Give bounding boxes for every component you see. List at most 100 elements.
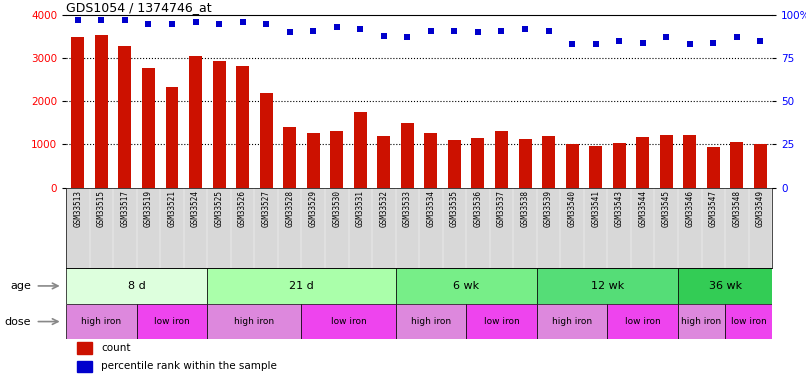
Point — [377, 33, 390, 39]
Text: GSM33513: GSM33513 — [73, 190, 82, 227]
Bar — [613, 143, 625, 188]
Point — [660, 34, 673, 40]
Text: GSM33526: GSM33526 — [238, 190, 247, 227]
Text: low iron: low iron — [330, 317, 367, 326]
Bar — [77, 361, 92, 372]
Bar — [330, 132, 343, 188]
Text: GSM33540: GSM33540 — [567, 190, 576, 227]
Text: low iron: low iron — [731, 317, 767, 326]
Bar — [725, 304, 772, 339]
Bar — [66, 268, 207, 304]
Text: age: age — [10, 281, 31, 291]
Text: GSM33546: GSM33546 — [685, 190, 694, 227]
Bar — [396, 304, 466, 339]
Text: GSM33541: GSM33541 — [591, 190, 600, 227]
Bar — [608, 304, 678, 339]
Point — [754, 38, 767, 44]
Text: GSM33547: GSM33547 — [708, 190, 718, 227]
Bar — [213, 61, 226, 188]
Text: 21 d: 21 d — [289, 281, 314, 291]
Bar — [537, 268, 678, 304]
Point — [401, 34, 413, 40]
Point — [354, 26, 367, 32]
Bar — [396, 268, 537, 304]
Bar — [754, 144, 767, 188]
Text: GSM33549: GSM33549 — [756, 190, 765, 227]
Text: 8 d: 8 d — [128, 281, 146, 291]
Text: GSM33532: GSM33532 — [380, 190, 388, 227]
Bar — [189, 56, 202, 188]
Text: GSM33524: GSM33524 — [191, 190, 200, 227]
Point — [495, 27, 508, 33]
Bar — [683, 135, 696, 188]
Point — [730, 34, 743, 40]
Point — [236, 19, 249, 25]
Text: GSM33538: GSM33538 — [521, 190, 530, 227]
Point — [518, 26, 531, 32]
Bar — [95, 35, 108, 188]
Bar — [707, 147, 720, 188]
Point — [72, 17, 85, 23]
Text: 36 wk: 36 wk — [708, 281, 742, 291]
Point — [330, 24, 343, 30]
Text: GSM33544: GSM33544 — [638, 190, 647, 227]
Text: 6 wk: 6 wk — [453, 281, 480, 291]
Text: GSM33519: GSM33519 — [144, 190, 153, 227]
Bar — [589, 146, 602, 188]
Point — [707, 40, 720, 46]
Text: high iron: high iron — [552, 317, 592, 326]
Text: GSM33527: GSM33527 — [262, 190, 271, 227]
Text: GSM33534: GSM33534 — [426, 190, 435, 227]
Text: GSM33515: GSM33515 — [97, 190, 106, 227]
Bar — [678, 304, 725, 339]
Text: count: count — [102, 343, 131, 353]
Text: GSM33528: GSM33528 — [285, 190, 294, 227]
Point — [118, 17, 131, 23]
Bar — [472, 138, 484, 188]
Point — [307, 27, 320, 33]
Bar — [236, 66, 249, 188]
Bar — [542, 136, 555, 188]
Bar — [260, 93, 272, 188]
Text: GSM33529: GSM33529 — [309, 190, 318, 227]
Bar — [165, 87, 178, 188]
Bar — [425, 133, 438, 188]
Point — [95, 17, 108, 23]
Text: GSM33543: GSM33543 — [615, 190, 624, 227]
Bar — [636, 137, 649, 188]
Bar — [77, 342, 92, 354]
Text: high iron: high iron — [411, 317, 451, 326]
Point — [636, 40, 649, 46]
Text: GSM33535: GSM33535 — [450, 190, 459, 227]
Bar — [678, 268, 772, 304]
Text: GSM33525: GSM33525 — [214, 190, 223, 227]
Point — [448, 27, 461, 33]
Bar — [660, 135, 673, 188]
Bar — [207, 268, 396, 304]
Bar — [401, 123, 413, 188]
Text: GSM33539: GSM33539 — [544, 190, 553, 227]
Text: GSM33548: GSM33548 — [733, 190, 742, 227]
Bar — [301, 304, 396, 339]
Text: high iron: high iron — [81, 317, 122, 326]
Point — [142, 21, 155, 27]
Text: dose: dose — [4, 316, 31, 327]
Bar — [518, 139, 531, 188]
Point — [283, 29, 296, 35]
Point — [613, 38, 625, 44]
Point — [683, 41, 696, 47]
Text: GSM33537: GSM33537 — [497, 190, 506, 227]
Point — [472, 29, 484, 35]
Text: GSM33530: GSM33530 — [332, 190, 341, 227]
Bar — [354, 112, 367, 188]
Bar — [730, 142, 743, 188]
Text: GSM33517: GSM33517 — [120, 190, 130, 227]
Bar — [142, 68, 155, 188]
Text: GDS1054 / 1374746_at: GDS1054 / 1374746_at — [66, 1, 212, 14]
Bar — [307, 133, 320, 188]
Bar — [283, 127, 296, 188]
Bar — [537, 304, 608, 339]
Text: high iron: high iron — [235, 317, 274, 326]
Text: GSM33533: GSM33533 — [403, 190, 412, 227]
Point — [425, 27, 438, 33]
